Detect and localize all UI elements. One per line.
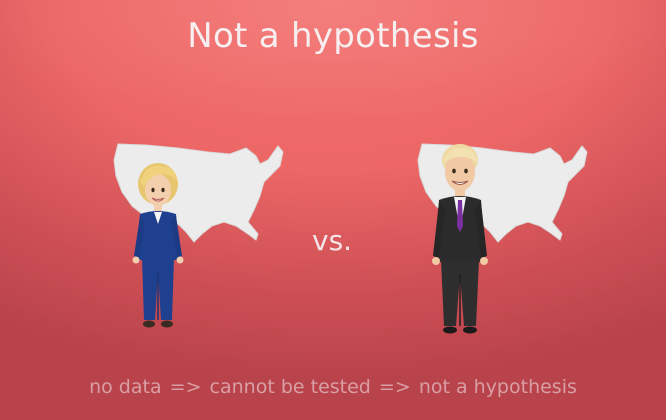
male-politician-icon <box>432 144 488 334</box>
female-politician-icon <box>132 163 184 328</box>
statement-no-data: no data <box>89 376 162 398</box>
statement-arrow-2: => <box>378 376 411 398</box>
slide-title: Not a hypothesis <box>187 16 479 56</box>
statement-cannot-be-tested: cannot be tested <box>209 376 371 398</box>
vs-label: vs. <box>312 224 353 257</box>
statement-not-a-hypothesis: not a hypothesis <box>418 376 577 398</box>
bottom-statement: no data => cannot be tested => not a hyp… <box>0 376 666 398</box>
statement-arrow-1: => <box>169 376 202 398</box>
